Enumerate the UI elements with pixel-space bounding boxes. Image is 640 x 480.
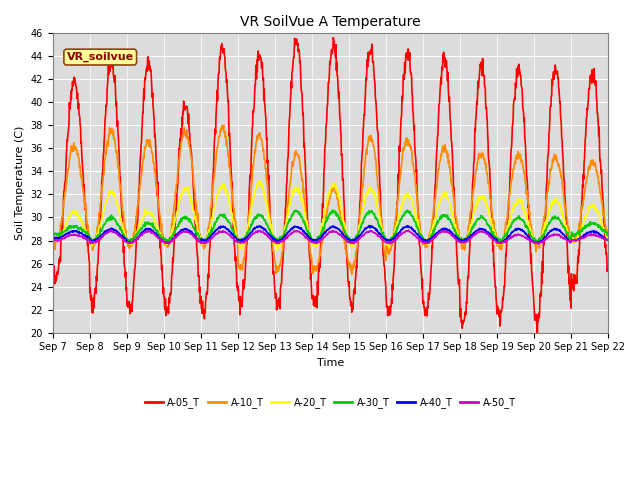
Text: VR_soilvue: VR_soilvue (67, 52, 134, 62)
A-50_T (534, 241, 541, 247)
A-40_T (164, 240, 172, 246)
A-30_T (159, 237, 166, 242)
A-50_T (604, 237, 612, 243)
A-50_T (235, 239, 243, 245)
Line: A-05_T: A-05_T (52, 37, 608, 334)
Line: A-20_T: A-20_T (52, 181, 608, 251)
A-50_T (49, 237, 56, 243)
Title: VR SoilVue A Temperature: VR SoilVue A Temperature (240, 15, 420, 29)
Line: A-30_T: A-30_T (52, 210, 608, 242)
Line: A-40_T: A-40_T (52, 226, 608, 243)
A-40_T (159, 239, 166, 244)
A-20_T (49, 237, 56, 242)
A-05_T (159, 278, 166, 284)
A-10_T (235, 263, 243, 268)
A-30_T (329, 207, 337, 213)
A-05_T (539, 270, 547, 276)
A-50_T (490, 237, 497, 243)
A-40_T (417, 236, 425, 241)
A-30_T (417, 234, 425, 240)
A-30_T (490, 233, 498, 239)
A-30_T (539, 232, 547, 238)
A-20_T (490, 228, 498, 234)
A-10_T (604, 233, 612, 239)
A-05_T (234, 286, 242, 291)
A-20_T (273, 248, 281, 253)
A-50_T (107, 227, 115, 233)
A-10_T (159, 231, 166, 237)
X-axis label: Time: Time (317, 358, 344, 368)
Line: A-50_T: A-50_T (52, 230, 608, 244)
A-50_T (539, 238, 547, 244)
A-30_T (385, 240, 393, 245)
A-20_T (539, 230, 547, 236)
Line: A-10_T: A-10_T (52, 125, 608, 274)
A-40_T (365, 223, 373, 228)
A-40_T (490, 235, 498, 241)
A-20_T (255, 178, 262, 184)
A-40_T (604, 238, 612, 243)
A-40_T (235, 237, 243, 242)
A-20_T (604, 236, 612, 241)
A-05_T (534, 331, 541, 336)
A-05_T (172, 205, 180, 211)
Legend: A-05_T, A-10_T, A-20_T, A-30_T, A-40_T, A-50_T: A-05_T, A-10_T, A-20_T, A-30_T, A-40_T, … (141, 393, 520, 412)
A-10_T (348, 271, 356, 277)
A-40_T (539, 237, 547, 243)
A-30_T (234, 238, 242, 243)
A-20_T (417, 232, 425, 238)
A-40_T (173, 233, 180, 239)
A-20_T (172, 214, 180, 219)
A-30_T (604, 232, 612, 238)
A-05_T (604, 265, 612, 271)
A-20_T (234, 240, 242, 246)
A-50_T (173, 234, 180, 240)
A-10_T (417, 231, 425, 237)
A-10_T (172, 183, 180, 189)
A-20_T (159, 236, 166, 241)
A-30_T (172, 226, 180, 231)
A-05_T (417, 263, 425, 268)
A-10_T (490, 219, 498, 225)
A-40_T (49, 234, 56, 240)
A-50_T (159, 238, 167, 244)
A-30_T (49, 231, 56, 237)
A-50_T (417, 238, 425, 243)
A-05_T (490, 243, 497, 249)
A-10_T (220, 122, 228, 128)
A-05_T (330, 35, 337, 40)
Y-axis label: Soil Temperature (C): Soil Temperature (C) (15, 126, 25, 240)
A-10_T (49, 234, 56, 240)
A-10_T (539, 224, 547, 229)
A-05_T (49, 257, 56, 263)
